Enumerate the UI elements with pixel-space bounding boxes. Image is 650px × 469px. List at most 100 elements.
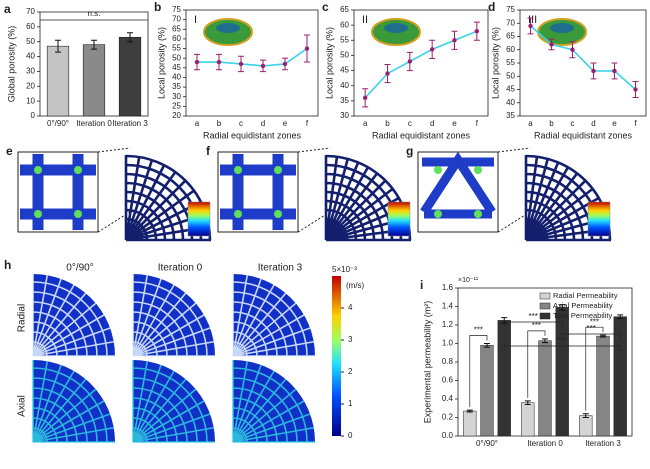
y-tick-label: 0.8 bbox=[442, 357, 454, 366]
y-tick-label: 40 bbox=[172, 73, 181, 82]
y-tick-label: 30 bbox=[340, 111, 349, 120]
lattice bbox=[324, 154, 412, 242]
bar bbox=[497, 320, 511, 437]
y-axis-label: Local porosity (%) bbox=[490, 27, 500, 99]
y-tick-label: 40 bbox=[506, 98, 515, 107]
bar bbox=[521, 402, 535, 437]
error-bar bbox=[55, 39, 61, 53]
x-tick-label: c bbox=[571, 119, 575, 128]
y-tick-label: 70 bbox=[172, 15, 181, 24]
series-line bbox=[364, 30, 478, 99]
y-tick-label: 60 bbox=[26, 22, 35, 31]
legend-label: Axial Permeability bbox=[553, 301, 613, 310]
colorbar-tick-label: 3 bbox=[348, 335, 353, 344]
x-tick-label: a bbox=[195, 119, 200, 128]
x-tick-label: e bbox=[452, 119, 457, 128]
annotation: *** bbox=[474, 326, 483, 335]
y-tick-label: 50 bbox=[506, 71, 515, 80]
x-axis-label: Radial equidistant zones bbox=[534, 130, 633, 140]
y-tick-label: 35 bbox=[506, 111, 515, 120]
series-line bbox=[197, 47, 308, 67]
x-tick-label: f bbox=[634, 119, 637, 128]
marker bbox=[452, 38, 457, 43]
error-bar bbox=[466, 409, 473, 413]
x-tick-label: d bbox=[591, 119, 595, 128]
y-tick-label: 0 bbox=[31, 111, 36, 120]
error-bar bbox=[582, 413, 589, 418]
colorbar-tick-label: 4 bbox=[348, 303, 353, 312]
marker bbox=[429, 47, 435, 52]
x-tick-label: 0°/90° bbox=[47, 119, 69, 128]
marker bbox=[474, 29, 480, 34]
y-tick-label: 30 bbox=[172, 92, 181, 101]
y-tick-label: 65 bbox=[506, 32, 515, 41]
legend-swatch bbox=[539, 292, 551, 300]
y-tick-label: 70 bbox=[506, 18, 515, 27]
x-axis-label: Radial equidistant zones bbox=[203, 130, 302, 140]
error-bar bbox=[127, 32, 133, 43]
legend-label: Radial Permeability bbox=[553, 291, 618, 300]
y-tick-label: 0.0 bbox=[442, 431, 454, 440]
y-tick-label: 0.4 bbox=[442, 394, 454, 403]
hot-spot bbox=[234, 166, 242, 174]
colorbar bbox=[332, 276, 341, 436]
lattice bbox=[124, 154, 212, 242]
panel-label: f bbox=[206, 144, 211, 158]
x-tick-label: d bbox=[430, 119, 434, 128]
error-bar bbox=[600, 334, 606, 338]
inset-hole bbox=[384, 23, 408, 33]
panel-label: a bbox=[4, 2, 11, 16]
marker bbox=[238, 61, 244, 67]
row-label: Radial bbox=[17, 304, 28, 332]
y-tick-label: 50 bbox=[172, 53, 181, 62]
marker bbox=[528, 23, 533, 29]
y-tick-label: 75 bbox=[172, 5, 181, 14]
panel-label: g bbox=[406, 144, 413, 158]
x-tick-label: b bbox=[385, 119, 390, 128]
annotation: *** bbox=[558, 336, 567, 345]
panel-label: i bbox=[420, 278, 423, 292]
marker bbox=[216, 59, 222, 65]
y-tick-label: 60 bbox=[172, 34, 181, 43]
column-label: Iteration 3 bbox=[258, 263, 303, 274]
marker bbox=[549, 42, 554, 47]
bar bbox=[46, 45, 70, 117]
x-tick-label: b bbox=[217, 119, 222, 128]
y-tick-label: 70 bbox=[26, 7, 35, 16]
marker bbox=[260, 63, 266, 69]
annotation: *** bbox=[529, 312, 538, 321]
column-label: 0°/90° bbox=[66, 263, 93, 274]
x-tick-label: c bbox=[408, 119, 412, 128]
flow-channels bbox=[32, 274, 115, 357]
bracket bbox=[561, 333, 621, 339]
y-tick-label: 40 bbox=[26, 52, 35, 61]
flow-channels bbox=[132, 360, 215, 443]
y-tick-label: 75 bbox=[506, 5, 515, 14]
y-tick-label: 55 bbox=[172, 44, 181, 53]
marker bbox=[407, 59, 413, 64]
marker bbox=[194, 59, 200, 65]
colorbar-tick-label: 2 bbox=[348, 367, 353, 376]
bar bbox=[538, 340, 552, 437]
y-tick-label: 20 bbox=[26, 81, 35, 90]
y-tick-label: 65 bbox=[340, 5, 349, 14]
y-tick-label: 30 bbox=[26, 67, 35, 76]
flow-channels bbox=[132, 274, 215, 357]
y-tick-label: 65 bbox=[172, 24, 181, 33]
x-tick-label: f bbox=[476, 119, 479, 128]
y-tick-label: 1.0 bbox=[442, 339, 454, 348]
y-axis-label: Local porosity (%) bbox=[156, 27, 166, 99]
marker bbox=[612, 68, 617, 74]
guide bbox=[97, 147, 131, 233]
multiplier: ×10⁻¹¹ bbox=[458, 277, 479, 284]
panel-label: b bbox=[154, 0, 161, 14]
y-axis-label: Local porosity (%) bbox=[324, 27, 334, 99]
marker bbox=[304, 46, 310, 51]
x-tick-label: a bbox=[528, 119, 533, 128]
annotation: *** bbox=[587, 324, 596, 333]
y-tick-label: 35 bbox=[340, 96, 349, 105]
legend-label: Total Permeability bbox=[553, 311, 612, 320]
unit-cell bbox=[217, 151, 299, 233]
strut bbox=[20, 154, 96, 230]
y-tick-label: 45 bbox=[172, 63, 181, 72]
